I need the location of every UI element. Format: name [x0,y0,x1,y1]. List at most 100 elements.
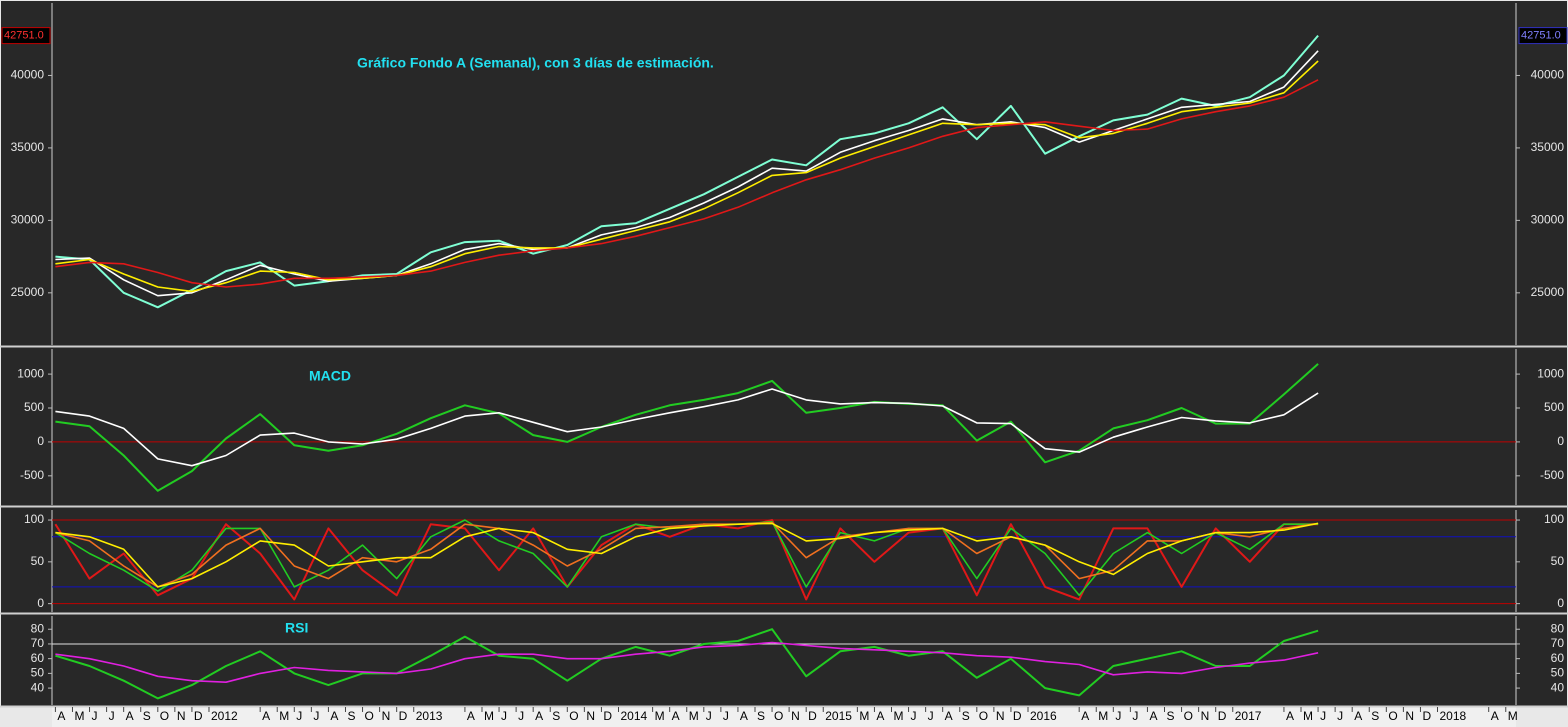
x-tick-label: A [467,709,475,723]
x-tick-label: A [672,709,680,723]
x-axis-band [52,707,1516,727]
x-tick-label: M [74,709,84,723]
y-tick-label: 50 [1551,666,1565,680]
x-tick-label: M [1508,709,1518,723]
x-tick-label: O [365,709,374,723]
series-line [55,363,1319,492]
y-tick-label: 30000 [11,213,45,227]
y-tick-label: 60 [1551,651,1565,665]
series-line [55,522,1319,588]
y-tick-label: 0 [37,434,44,448]
y-tick-label: 50 [1551,554,1565,568]
x-tick-label: N [177,709,186,723]
x-tick-label: A [945,709,953,723]
x-tick-label: S [757,709,765,723]
x-tick-label: A [1149,709,1157,723]
x-tick-label: M [1098,709,1108,723]
y-tick-label: 25000 [11,285,45,299]
x-tick-label: D [399,709,408,723]
x-tick-label: A [1081,709,1089,723]
x-tick-label: M [859,709,869,723]
x-tick-label: J [501,709,507,723]
x-tick-label: S [1371,709,1379,723]
x-tick-label: N [791,709,800,723]
series-line [55,388,1319,467]
series-line [54,519,1319,601]
y-tick-label: 40 [1551,680,1565,694]
x-tick-label: J [723,709,729,723]
x-tick-label: 2016 [1030,709,1057,723]
x-tick-label: J [109,709,115,723]
y-tick-label: 70 [1551,636,1565,650]
x-tick-label: S [347,709,355,723]
series-line [54,519,1319,597]
y-tick-label: -500 [20,468,44,482]
x-tick-label: A [1491,709,1499,723]
y-tick-label: 50 [31,666,45,680]
chart-area [1,1,1567,706]
x-tick-label: N [1201,709,1210,723]
y-tick-label: 30000 [1531,213,1565,227]
annotation: RSI [285,620,308,636]
x-tick-label: D [194,709,203,723]
x-tick-label: 2017 [1235,709,1262,723]
x-tick-label: D [1013,709,1022,723]
x-tick-label: J [1115,709,1121,723]
x-tick-label: M [1303,709,1313,723]
x-tick-label: M [279,709,289,723]
x-tick-label: J [518,709,524,723]
x-tick-label: 2012 [211,709,238,723]
y-tick-label: 1000 [17,366,44,380]
x-tick-label: D [1218,709,1227,723]
series-line [55,60,1319,293]
x-tick-label: S [1167,709,1175,723]
x-tick-label: N [1405,709,1414,723]
x-tick-label: J [313,709,319,723]
y-tick-label: 100 [1544,512,1564,526]
x-tick-label: O [1388,709,1397,723]
series-line [55,79,1319,288]
x-tick-label: 2015 [825,709,852,723]
y-tick-label: 40 [31,680,45,694]
x-tick-label: O [979,709,988,723]
x-tick-label: M [655,709,665,723]
x-tick-label: J [1320,709,1326,723]
y-tick-label: 80 [31,621,45,635]
x-tick-label: 2018 [1440,709,1467,723]
y-tick-label: 0 [37,596,44,610]
y-tick-label: 25000 [1531,285,1565,299]
x-tick-label: 2014 [620,709,647,723]
x-tick-label: O [774,709,783,723]
x-tick-label: J [296,709,302,723]
series-line [55,50,1319,297]
x-tick-label: 2013 [416,709,443,723]
annotation: MACD [309,368,351,384]
x-tick-label: A [876,709,884,723]
x-tick-label: J [928,709,934,723]
x-tick-label: D [1422,709,1431,723]
value-label: 42751.0 [4,29,44,41]
x-tick-label: J [706,709,712,723]
value-label: 42751.0 [1521,29,1561,41]
y-tick-label: -500 [1540,468,1564,482]
x-tick-label: J [911,709,917,723]
x-tick-label: J [92,709,98,723]
x-tick-label: D [603,709,612,723]
y-tick-label: 40000 [11,68,45,82]
y-tick-label: 60 [31,651,45,665]
x-tick-label: N [586,709,595,723]
value-label-box [1518,27,1568,45]
series-line [55,641,1319,683]
x-tick-label: M [689,709,699,723]
x-tick-label: M [893,709,903,723]
x-tick-label: A [740,709,748,723]
y-tick-label: 0 [1557,596,1564,610]
x-tick-label: S [962,709,970,723]
x-tick-label: A [330,709,338,723]
y-tick-label: 100 [24,512,44,526]
value-label-box [1,27,51,45]
x-tick-label: O [569,709,578,723]
x-tick-label: A [535,709,543,723]
x-tick-label: M [484,709,494,723]
